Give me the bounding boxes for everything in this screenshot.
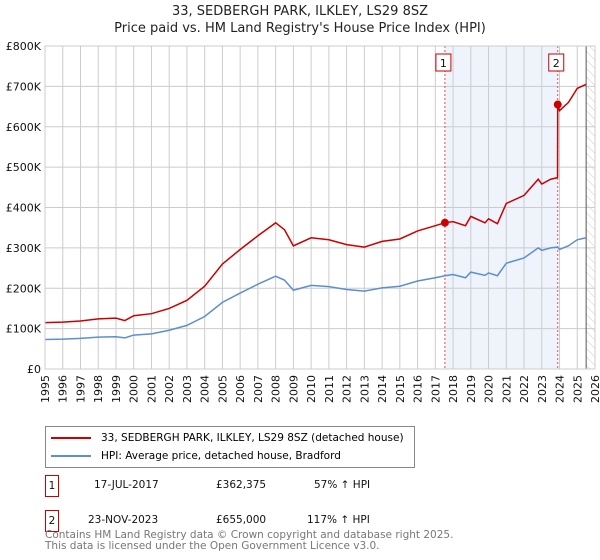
- sale-marker: 2: [45, 510, 59, 532]
- annotation-label: 1: [440, 57, 447, 70]
- x-tick-label: 2024: [554, 375, 567, 403]
- y-tick-label: £700K: [6, 80, 42, 93]
- x-tick-label: 2003: [181, 375, 194, 403]
- sale-marker: 1: [45, 475, 59, 497]
- x-tick-label: 2012: [341, 375, 354, 403]
- sale-row: 2 23-NOV-2023 £655,000 117% ↑ HPI: [45, 510, 465, 532]
- y-tick-label: £0: [27, 363, 41, 376]
- x-tick-label: 2013: [358, 375, 371, 403]
- y-tick-label: £600K: [6, 121, 42, 134]
- legend-item-property: 33, SEDBERGH PARK, ILKLEY, LS29 8SZ (det…: [51, 429, 404, 447]
- x-tick-label: 2015: [394, 375, 407, 403]
- x-tick-label: 2020: [483, 375, 496, 403]
- x-tick-label: 2002: [163, 375, 176, 403]
- y-tick-label: £100K: [6, 323, 42, 336]
- legend: 33, SEDBERGH PARK, ILKLEY, LS29 8SZ (det…: [45, 426, 415, 468]
- sale-price: £362,375: [216, 479, 267, 491]
- x-tick-label: 2017: [429, 375, 442, 403]
- x-tick-label: 2016: [412, 375, 425, 403]
- y-tick-label: £800K: [6, 40, 42, 53]
- x-tick-label: 2011: [323, 375, 336, 403]
- x-tick-label: 2021: [500, 375, 513, 403]
- legend-item-hpi: HPI: Average price, detached house, Brad…: [51, 447, 341, 465]
- legend-swatch-blue: [51, 455, 91, 457]
- y-tick-label: £200K: [6, 282, 42, 295]
- x-tick-label: 2026: [589, 375, 600, 403]
- x-tick-label: 2022: [518, 375, 531, 403]
- x-tick-label: 2008: [270, 375, 283, 403]
- x-tick-label: 1998: [92, 375, 105, 403]
- annotation-box: [435, 53, 452, 72]
- plot-border: [44, 45, 596, 370]
- footer: Contains HM Land Registry data © Crown c…: [45, 530, 453, 552]
- x-tick-label: 2005: [216, 375, 229, 403]
- legend-label: HPI: Average price, detached house, Brad…: [101, 450, 341, 462]
- x-tick-label: 2018: [447, 375, 460, 403]
- x-tick-label: 2004: [199, 375, 212, 403]
- x-tick-label: 2025: [571, 375, 584, 403]
- sale-hpi: 57% ↑ HPI: [314, 479, 371, 491]
- x-tick-label: 1999: [110, 375, 123, 403]
- sale-date: 17-JUL-2017: [94, 479, 159, 491]
- x-tick-label: 2009: [287, 375, 300, 403]
- series-line: [44, 83, 587, 324]
- x-tick-label: 2014: [376, 375, 389, 403]
- chart-subtitle: Price paid vs. HM Land Registry's House …: [114, 21, 486, 36]
- x-tick-label: 2023: [536, 375, 549, 403]
- annotation-box: [548, 53, 565, 72]
- sale-point: [440, 218, 449, 227]
- annotation-label: 2: [553, 57, 560, 70]
- sale-row: 1 17-JUL-2017 £362,375 57% ↑ HPI: [45, 475, 465, 497]
- chart-title: 33, SEDBERGH PARK, ILKLEY, LS29 8SZ: [171, 4, 428, 19]
- y-tick-label: £300K: [6, 242, 42, 255]
- sale-point: [553, 100, 562, 109]
- x-tick-label: 2010: [305, 375, 318, 403]
- footer-line: This data is licensed under the Open Gov…: [45, 540, 380, 552]
- x-tick-label: 1997: [74, 375, 87, 403]
- sale-date: 23-NOV-2023: [88, 514, 159, 526]
- legend-label: 33, SEDBERGH PARK, ILKLEY, LS29 8SZ (det…: [101, 432, 404, 444]
- x-tick-label: 1996: [57, 375, 70, 403]
- x-tick-label: 2019: [465, 375, 478, 403]
- x-tick-label: 2000: [128, 375, 141, 403]
- y-tick-label: £400K: [6, 202, 42, 215]
- sale-hpi: 117% ↑ HPI: [307, 514, 370, 526]
- x-tick-label: 2001: [145, 375, 158, 403]
- legend-swatch-red: [51, 437, 91, 439]
- series-line: [44, 237, 587, 341]
- x-tick-label: 2007: [252, 375, 265, 403]
- footer-line: Contains HM Land Registry data © Crown c…: [45, 529, 454, 541]
- y-tick-label: £500K: [6, 161, 42, 174]
- x-tick-label: 1995: [39, 375, 52, 403]
- sale-price: £655,000: [216, 514, 267, 526]
- x-tick-label: 2006: [234, 375, 247, 403]
- price-chart: 1995 1996 1997 1998 1999 2000 2001 2002 2003 2004…: [6, 40, 600, 403]
